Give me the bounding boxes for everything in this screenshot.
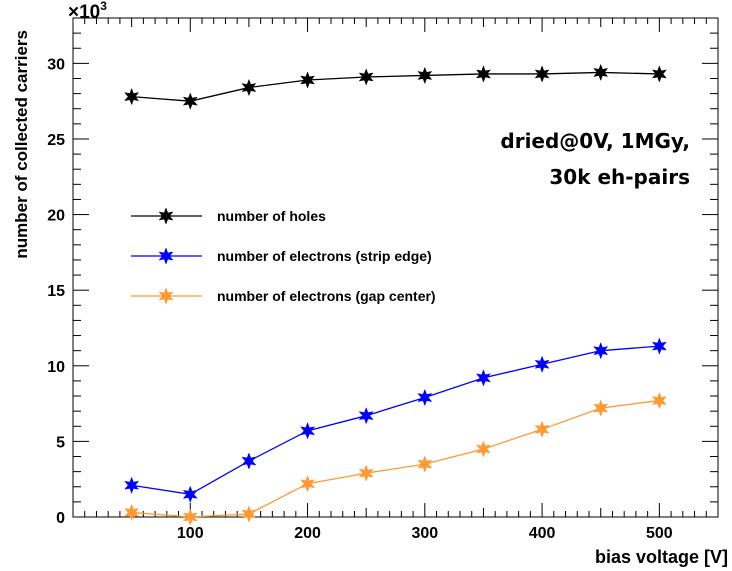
data-point [182,485,198,504]
y-tick-label: 0 [56,510,65,527]
series-line [131,345,660,495]
data-point [299,71,316,89]
y-tick-label: 5 [56,434,65,451]
data-point [124,87,140,106]
legend-label: number of electrons (strip edge) [217,248,432,264]
legend: number of holes number of electrons (stri… [131,207,436,305]
data-point [358,406,374,425]
data-point [241,505,257,523]
x-tick-label: 300 [411,525,438,542]
data-point [417,388,433,407]
series-0 [124,63,667,110]
y-multiplier-label: ×103 [68,0,107,23]
series-2 [124,391,667,526]
series-line [131,71,660,102]
data-point [475,65,492,83]
y-tick-label: 30 [47,56,65,73]
data-point [182,92,198,110]
x-tick-label: 400 [529,525,556,542]
series-line [131,399,660,518]
legend-label: number of holes [217,208,326,224]
data-point [241,78,257,97]
y-multiplier-exponent: 3 [100,0,107,13]
y-axis-label: number of collected carriers [12,30,31,259]
x-tick-label: 500 [646,525,673,542]
plot-frame [72,17,719,518]
data-point [299,422,316,440]
annotation-line-2: 30k eh-pairs [549,165,690,189]
x-axis-label: bias voltage [V] [595,547,728,567]
y-tick-label: 15 [47,283,65,300]
legend-marker [158,287,174,305]
series-1 [124,337,667,504]
legend-marker [158,247,174,265]
data-point [593,341,609,360]
data-point [417,66,433,85]
data-point [651,391,667,410]
data-point [241,452,257,470]
legend-label: number of electrons (gap center) [217,288,436,304]
data-point [593,399,609,417]
data-point [124,476,140,494]
data-point [124,503,140,522]
x-tick-label: 100 [177,525,204,542]
data-point [182,508,198,526]
data-point [475,369,492,387]
data-point [475,440,492,458]
data-point [651,65,667,83]
y-tick-label: 10 [47,359,65,376]
data-point [417,455,433,473]
data-point [358,68,374,86]
annotation-line-1: dried@0V, 1MGy, [500,129,690,153]
y-tick-label: 20 [47,208,65,225]
data-point [593,63,609,82]
series-layer [124,63,667,526]
data-point [299,475,316,493]
legend-marker [158,207,174,225]
x-tick-label: 200 [294,525,321,542]
axes: 100 200 300 400 500 0 5 10 15 20 25 30 [47,17,719,542]
data-point [358,464,374,482]
data-point [534,355,550,374]
data-point [534,420,550,439]
data-point [534,65,550,83]
y-tick-label: 25 [47,132,65,149]
data-point [651,337,667,355]
